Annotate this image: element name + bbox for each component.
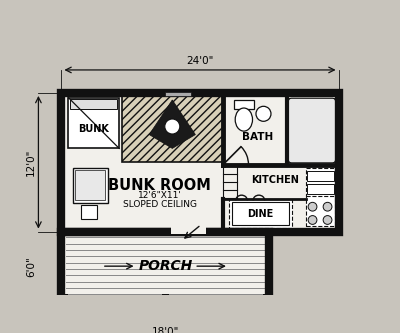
Text: KITCHEN: KITCHEN xyxy=(251,174,299,184)
Bar xyxy=(73,168,108,203)
Text: 24'0": 24'0" xyxy=(186,57,214,67)
Bar xyxy=(263,294,269,301)
Text: BUNK: BUNK xyxy=(78,124,109,134)
Bar xyxy=(81,205,97,219)
FancyBboxPatch shape xyxy=(288,98,336,163)
Bar xyxy=(171,227,206,234)
Text: BATH: BATH xyxy=(242,132,273,142)
Text: DINE: DINE xyxy=(248,209,274,219)
Ellipse shape xyxy=(256,106,271,121)
Bar xyxy=(306,168,335,226)
Bar xyxy=(165,92,191,96)
Bar xyxy=(234,100,254,109)
Bar xyxy=(122,93,223,162)
Text: 6'0": 6'0" xyxy=(26,256,36,276)
Circle shape xyxy=(308,215,317,224)
Circle shape xyxy=(323,202,332,211)
Text: 12'6"X11': 12'6"X11' xyxy=(138,191,182,200)
Bar xyxy=(62,231,269,301)
Bar xyxy=(70,99,118,109)
Bar xyxy=(229,199,292,228)
Text: SLOPED CEILING: SLOPED CEILING xyxy=(123,200,197,209)
Circle shape xyxy=(323,215,332,224)
Bar xyxy=(68,98,119,149)
Bar xyxy=(62,294,68,301)
Polygon shape xyxy=(149,100,195,149)
Bar xyxy=(307,171,334,181)
Bar xyxy=(75,170,105,200)
Text: BUNK ROOM: BUNK ROOM xyxy=(108,178,211,193)
Bar xyxy=(307,183,334,194)
Bar xyxy=(62,93,338,231)
Text: PORCH: PORCH xyxy=(138,259,192,273)
Bar xyxy=(162,294,168,301)
Circle shape xyxy=(165,119,180,134)
Bar xyxy=(62,231,269,301)
Ellipse shape xyxy=(235,108,252,131)
Bar xyxy=(232,202,290,225)
Text: 18'0": 18'0" xyxy=(152,327,179,333)
Circle shape xyxy=(308,202,317,211)
Bar xyxy=(289,99,335,162)
Text: 12'0": 12'0" xyxy=(26,149,36,176)
Bar xyxy=(62,93,338,231)
